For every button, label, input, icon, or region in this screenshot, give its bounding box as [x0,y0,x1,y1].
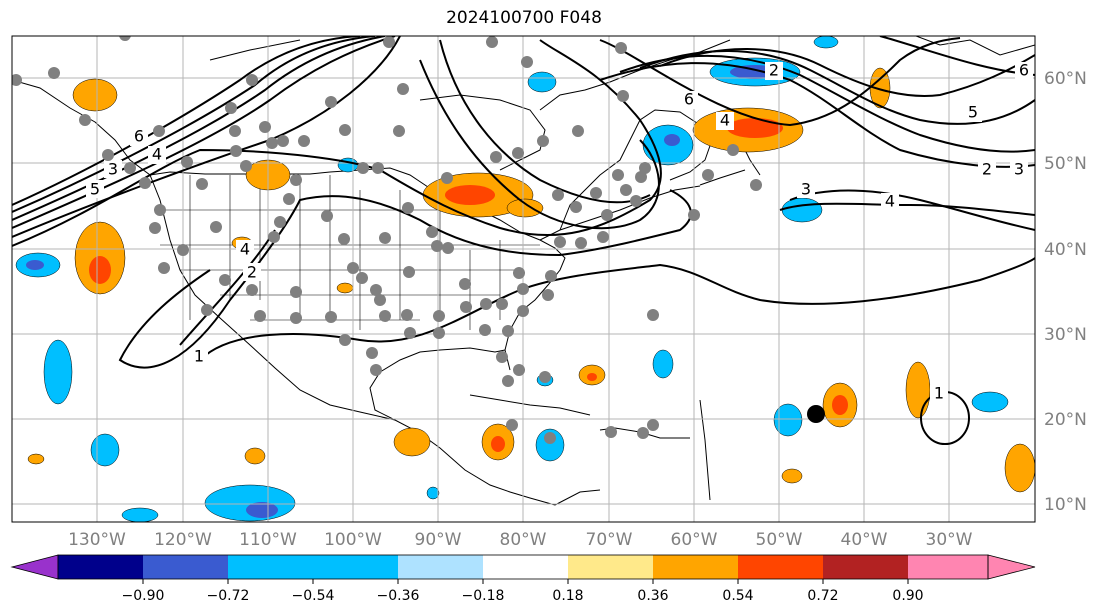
contour-label: 5 [968,103,978,122]
contour-label: 3 [1014,160,1024,179]
contour-label: 4 [152,145,162,164]
colorbar-tick-label: 0.90 [892,588,923,604]
colorbar-tick-label: 0.72 [807,588,838,604]
colorbar-segment [738,555,823,579]
contour-label: 1 [934,384,944,403]
contour-label: 4 [885,192,895,211]
lon-label: 60°W [671,530,718,550]
contour-label: 5 [90,180,100,199]
colorbar-segment [143,555,228,579]
colorbar-segment [823,555,908,579]
lat-label: 20°N [1044,410,1087,430]
lon-label: 30°W [926,530,973,550]
contour-label-group: 6 4 5 3 2 1 4 6 4 3 4 2 3 5 [86,61,1033,403]
colorbar-extend-min [10,554,59,580]
lon-label: 90°W [415,530,462,550]
colorbar-segment [483,555,568,579]
contour-label: 4 [720,111,730,130]
contour-label: 6 [684,90,694,109]
colorbar-tick-label: −0.54 [292,588,335,604]
map-title: 2024100700 F048 [446,8,602,28]
contour-label: 4 [240,240,250,259]
colorbar-segment [653,555,738,579]
lon-label: 70°W [586,530,633,550]
colorbar-segment [228,555,313,579]
lat-label: 40°N [1044,240,1087,260]
contour-label: 6 [1019,61,1029,80]
lon-label: 120°W [154,530,212,550]
colorbar-tick-label: 0.54 [722,588,753,604]
lon-label: 110°W [239,530,297,550]
longitude-axis: 130°W 120°W 110°W 100°W 90°W 80°W 70°W 6… [68,530,973,550]
colorbar-tick-label: −0.36 [377,588,420,604]
storm-center-marker [807,405,825,423]
map-panel: 6 4 5 3 2 1 4 6 4 3 4 2 3 5 [12,36,1035,522]
lon-label: 130°W [68,530,126,550]
contour-label: 3 [801,180,811,199]
colorbar-segment [58,555,143,579]
colorbar-segment [908,555,988,579]
colorbar-extend-max [987,554,1036,580]
colorbar: −0.90 −0.72 −0.54 −0.36 −0.18 0.18 0.36 … [10,554,1036,604]
colorbar-segment [568,555,653,579]
lat-label: 50°N [1044,154,1087,174]
lon-label: 50°W [756,530,803,550]
lon-label: 100°W [324,530,382,550]
contour-label: 3 [108,160,118,179]
lon-label: 40°W [841,530,888,550]
contour-label: 2 [982,160,992,179]
lat-label: 60°N [1044,69,1087,89]
lat-label: 10°N [1044,495,1087,515]
latitude-axis: 60°N 50°N 40°N 30°N 20°N 10°N [1044,69,1087,515]
colorbar-tick-label: −0.72 [207,588,250,604]
contour-label: 2 [769,61,779,80]
station-dots [12,36,762,444]
lat-label: 30°N [1044,325,1087,345]
colorbar-tick-label: −0.18 [462,588,505,604]
colorbar-tick-label: −0.90 [122,588,165,604]
colorbar-tick-label: 0.18 [552,588,583,604]
contour-label: 2 [247,263,257,282]
colorbar-tick-label: 0.36 [637,588,668,604]
colorbar-segment [313,555,398,579]
map-frame [11,35,1036,523]
colorbar-segment [398,555,483,579]
lon-label: 80°W [500,530,547,550]
contour-label: 6 [134,127,144,146]
contour-lines [12,36,1035,445]
contour-label: 1 [194,347,204,366]
